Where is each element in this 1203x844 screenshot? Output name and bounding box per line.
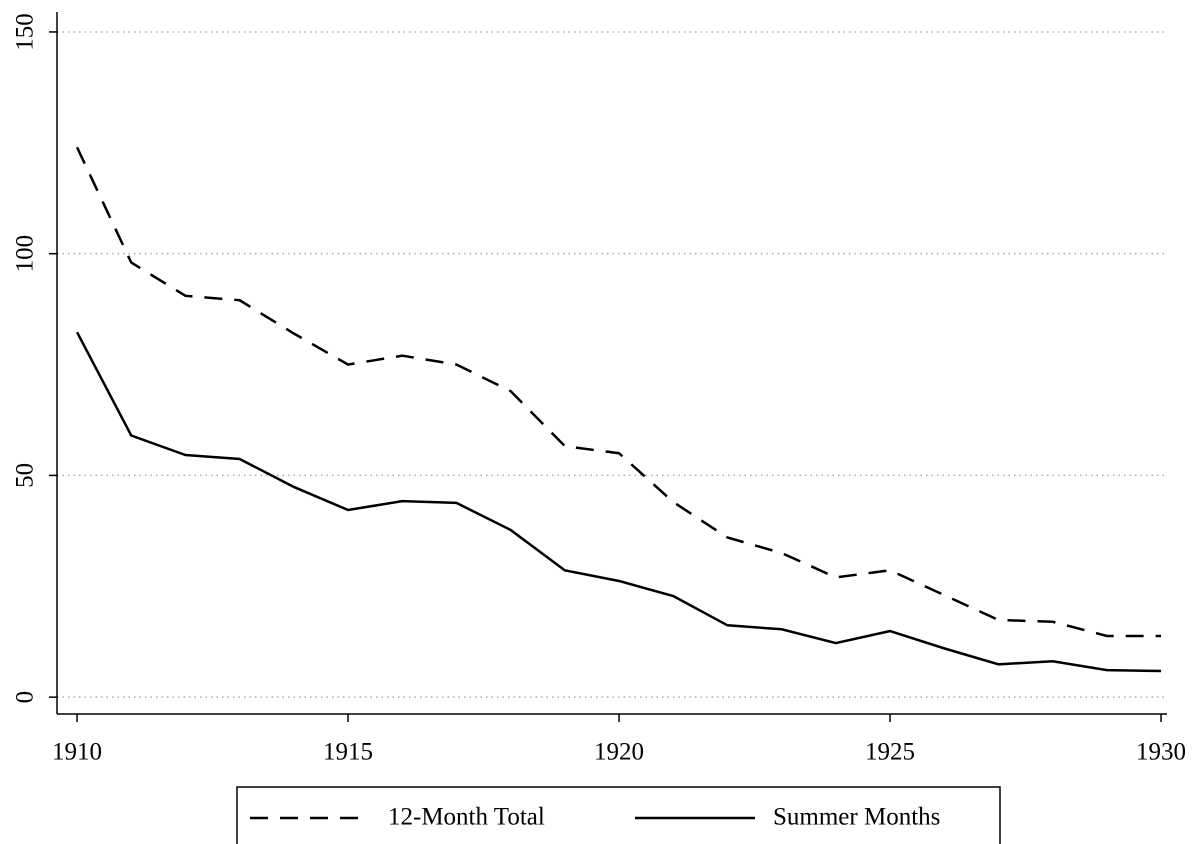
x-tick-label: 1925 bbox=[865, 739, 915, 766]
y-tick-label: 100 bbox=[12, 235, 39, 273]
y-tick-label: 50 bbox=[12, 463, 39, 488]
y-tick-label: 150 bbox=[12, 13, 39, 51]
legend-box bbox=[236, 786, 1001, 844]
x-tick-label: 1930 bbox=[1136, 739, 1186, 766]
line-series bbox=[75, 331, 1162, 673]
y-tick-label: 0 bbox=[12, 691, 39, 704]
legend-label: Summer Months bbox=[773, 804, 940, 831]
legend-label: 12-Month Total bbox=[388, 804, 545, 831]
legend: 12-Month Total Summer Months bbox=[236, 786, 1001, 844]
x-tick-label: 1920 bbox=[594, 739, 644, 766]
line-series bbox=[75, 146, 1162, 638]
x-tick-label: 1910 bbox=[52, 739, 102, 766]
x-tick-label: 1915 bbox=[323, 739, 373, 766]
